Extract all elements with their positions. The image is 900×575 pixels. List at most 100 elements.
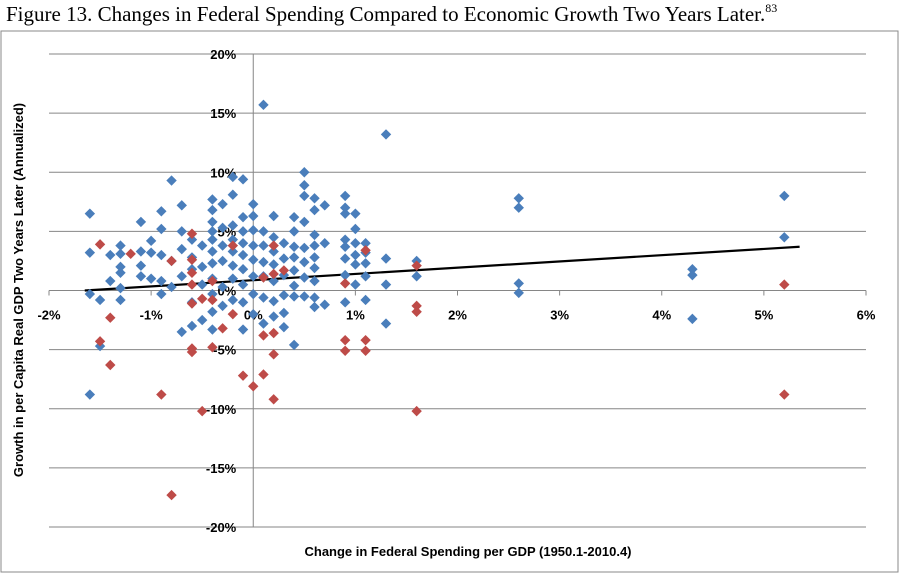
data-point-red bbox=[360, 334, 371, 346]
data-point-blue bbox=[135, 271, 147, 282]
data-point-red bbox=[258, 272, 269, 283]
data-point-blue bbox=[339, 234, 351, 245]
data-point-blue bbox=[135, 216, 147, 228]
data-point-blue bbox=[309, 204, 320, 216]
data-point-blue bbox=[207, 194, 218, 205]
x-tick-labels: -2%-1%0%1%2%3%4%5%6% bbox=[37, 308, 875, 323]
data-point-blue bbox=[207, 216, 218, 228]
data-point-red bbox=[779, 279, 790, 290]
y-tick-label: -20% bbox=[206, 520, 237, 535]
data-point-red bbox=[186, 298, 198, 309]
x-tick-label: -2% bbox=[37, 308, 61, 323]
data-point-blue bbox=[779, 232, 790, 243]
x-tick-label: 5% bbox=[754, 308, 773, 323]
data-point-blue bbox=[227, 246, 239, 257]
figure-title-text: Figure 13. Changes in Federal Spending C… bbox=[6, 2, 766, 26]
data-point-red bbox=[227, 308, 239, 320]
data-point-blue bbox=[360, 271, 371, 282]
data-point-red bbox=[105, 312, 116, 323]
data-point-blue bbox=[288, 339, 300, 351]
data-point-red bbox=[268, 327, 279, 339]
x-tick-label: -1% bbox=[140, 308, 164, 323]
data-point-blue bbox=[105, 249, 116, 261]
data-point-blue bbox=[288, 226, 300, 237]
data-point-blue bbox=[350, 249, 361, 261]
data-point-blue bbox=[176, 326, 187, 338]
data-point-blue bbox=[217, 240, 228, 251]
data-point-blue bbox=[84, 208, 96, 219]
data-point-red bbox=[360, 345, 371, 357]
x-axis-title: Change in Federal Spending per GDP (1950… bbox=[304, 544, 631, 559]
data-point-blue bbox=[319, 299, 330, 310]
data-point-blue bbox=[258, 318, 269, 329]
data-point-blue bbox=[196, 261, 208, 273]
data-point-blue bbox=[288, 241, 300, 252]
data-point-blue bbox=[115, 240, 126, 251]
data-point-blue bbox=[258, 240, 269, 251]
data-point-red bbox=[196, 405, 208, 417]
data-point-blue bbox=[135, 260, 147, 271]
data-point-blue bbox=[380, 318, 392, 329]
data-point-blue bbox=[258, 256, 269, 268]
data-point-red bbox=[411, 405, 422, 417]
data-point-red bbox=[339, 334, 351, 346]
data-point-blue bbox=[94, 294, 106, 306]
data-point-blue bbox=[237, 211, 249, 223]
data-point-red bbox=[258, 330, 269, 341]
data-point-blue bbox=[115, 294, 126, 306]
data-point-blue bbox=[687, 313, 698, 325]
data-point-blue bbox=[258, 292, 269, 303]
data-point-blue bbox=[196, 279, 208, 290]
data-point-blue bbox=[380, 253, 392, 264]
data-point-red bbox=[186, 267, 198, 278]
x-tick-label: 4% bbox=[652, 308, 671, 323]
data-point-blue bbox=[360, 294, 371, 306]
data-point-blue bbox=[288, 291, 300, 302]
data-point-blue bbox=[299, 242, 310, 254]
data-point-blue bbox=[687, 269, 698, 281]
data-point-red bbox=[268, 268, 279, 280]
data-point-blue bbox=[166, 281, 177, 293]
data-point-red bbox=[156, 389, 167, 400]
data-point-blue bbox=[268, 275, 279, 287]
data-point-red bbox=[186, 254, 198, 265]
data-point-blue bbox=[196, 314, 208, 326]
data-point-blue bbox=[299, 180, 310, 191]
data-point-red bbox=[94, 239, 106, 250]
data-point-red bbox=[186, 346, 198, 358]
data-point-blue bbox=[227, 273, 239, 284]
data-point-blue bbox=[288, 265, 300, 276]
data-point-blue bbox=[248, 240, 259, 251]
data-point-blue bbox=[84, 288, 96, 300]
data-point-blue bbox=[350, 238, 361, 249]
data-point-blue bbox=[207, 306, 218, 317]
data-point-blue bbox=[207, 234, 218, 245]
data-point-blue bbox=[268, 295, 279, 307]
data-point-blue bbox=[411, 271, 422, 282]
data-point-blue bbox=[115, 282, 126, 294]
data-point-blue bbox=[380, 129, 392, 140]
figure-footnote-marker: 83 bbox=[765, 1, 778, 15]
data-point-red bbox=[217, 323, 228, 334]
data-point-red bbox=[186, 279, 198, 290]
data-point-blue bbox=[227, 189, 239, 200]
data-point-blue bbox=[339, 269, 351, 281]
data-point-blue bbox=[84, 247, 96, 258]
data-point-blue bbox=[237, 249, 249, 261]
data-point-blue bbox=[135, 246, 147, 257]
data-point-blue bbox=[350, 259, 361, 270]
data-point-blue bbox=[309, 240, 320, 251]
data-point-blue bbox=[339, 241, 351, 252]
data-point-blue bbox=[339, 253, 351, 264]
data-point-blue bbox=[156, 249, 167, 261]
data-point-blue bbox=[513, 193, 524, 204]
data-point-red bbox=[339, 278, 351, 289]
data-point-blue bbox=[115, 248, 126, 260]
data-point-blue bbox=[339, 297, 351, 308]
data-point-blue bbox=[248, 224, 259, 236]
data-point-red bbox=[166, 489, 177, 501]
y-tick-label: -15% bbox=[206, 461, 237, 476]
chart-frame bbox=[0, 30, 899, 573]
data-point-blue bbox=[339, 202, 351, 213]
data-point-blue bbox=[319, 200, 330, 211]
